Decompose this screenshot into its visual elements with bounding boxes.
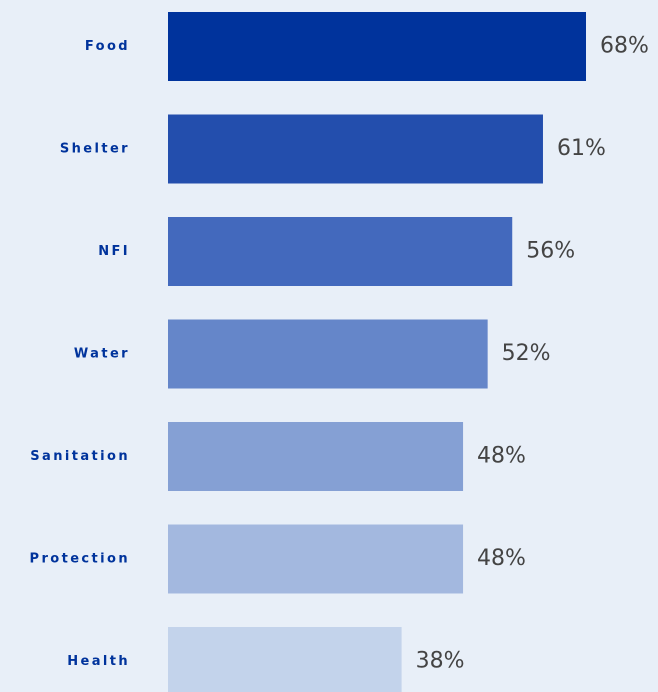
value-label-nfi: 56% (526, 239, 575, 264)
bar-protection (168, 524, 464, 594)
category-label-nfi: NFI (98, 244, 130, 259)
category-label-sanitation: Sanitation (30, 449, 130, 464)
bar-health (168, 627, 402, 692)
bar-shelter (168, 114, 543, 184)
value-label-health: 38% (416, 649, 465, 674)
category-label-shelter: Shelter (60, 142, 130, 157)
value-label-protection: 48% (477, 546, 526, 571)
value-labels: 68% 61% 56% 52% 48% 48% 38% (416, 34, 649, 674)
bar-sanitation (168, 422, 464, 491)
category-labels: Food Shelter NFI Water Sanitation Protection H… (30, 39, 130, 669)
bar-nfi (168, 217, 513, 286)
category-label-food: Food (85, 39, 130, 54)
value-label-water: 52% (502, 341, 551, 366)
bars (168, 12, 586, 692)
value-label-sanitation: 48% (477, 444, 526, 469)
value-label-shelter: 61% (557, 136, 606, 161)
category-label-health: Health (67, 654, 130, 669)
category-label-water: Water (74, 347, 130, 362)
bar-food (168, 12, 586, 81)
value-label-food: 68% (600, 34, 649, 59)
category-label-protection: Protection (30, 552, 130, 567)
bar-water (168, 319, 488, 389)
